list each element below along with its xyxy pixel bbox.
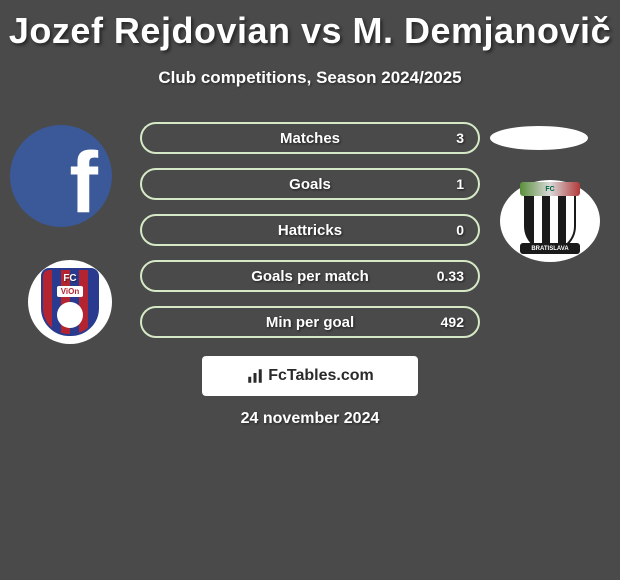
player-oval-right <box>490 126 588 150</box>
site-logo-text: FcTables.com <box>268 367 374 385</box>
shield-left-icon: FC ViOn <box>41 268 99 336</box>
stat-label: Hattricks <box>278 222 342 239</box>
stat-row-mpg: Min per goal 492 <box>140 306 480 338</box>
club-badge-right: FC BRATISLAVA <box>500 180 600 262</box>
stat-label: Goals <box>289 176 331 193</box>
stat-row-hattricks: Hattricks 0 <box>140 214 480 246</box>
stat-value: 0.33 <box>437 268 464 284</box>
stats-container: Matches 3 Goals 1 Hattricks 0 Goals per … <box>140 122 480 352</box>
stat-value: 1 <box>456 176 464 192</box>
chart-icon <box>246 367 264 385</box>
shield-right-bot-banner: BRATISLAVA <box>520 243 580 254</box>
facebook-avatar: f <box>10 125 112 227</box>
club-badge-left: FC ViOn <box>28 260 112 344</box>
stat-row-gpm: Goals per match 0.33 <box>140 260 480 292</box>
shield-right-icon: FC BRATISLAVA <box>524 190 576 252</box>
page-title: Jozef Rejdovian vs M. Demjanovič <box>0 0 620 52</box>
site-logo-link[interactable]: FcTables.com <box>202 356 418 396</box>
stat-label: Goals per match <box>251 268 369 285</box>
stat-label: Matches <box>280 130 340 147</box>
stat-row-matches: Matches 3 <box>140 122 480 154</box>
facebook-icon: f <box>69 134 98 227</box>
date-text: 24 november 2024 <box>0 410 620 428</box>
stat-label: Min per goal <box>266 314 354 331</box>
page-subtitle: Club competitions, Season 2024/2025 <box>0 68 620 88</box>
shield-left-top-text: FC <box>63 273 76 284</box>
stat-value: 0 <box>456 222 464 238</box>
shield-left-mid-text: ViOn <box>57 286 84 297</box>
stat-row-goals: Goals 1 <box>140 168 480 200</box>
stat-value: 3 <box>456 130 464 146</box>
shield-right-top-banner: FC <box>520 182 580 196</box>
stat-value: 492 <box>441 314 464 330</box>
ball-icon <box>57 302 83 328</box>
